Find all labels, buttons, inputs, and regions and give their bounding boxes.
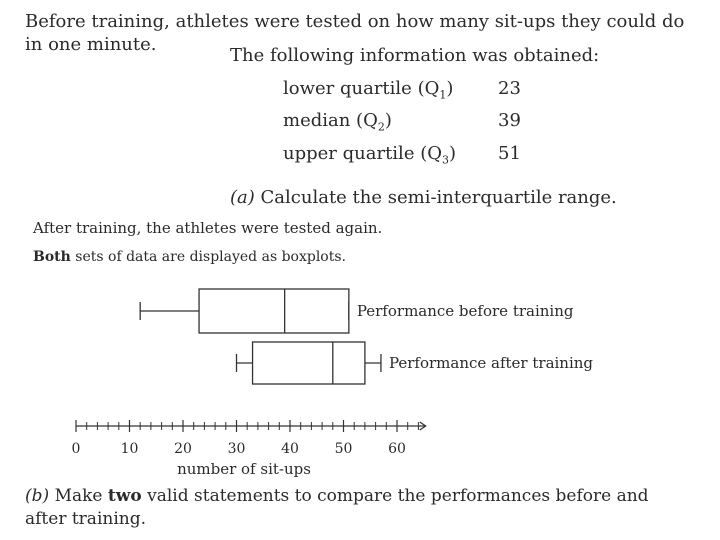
quartile-label-upper: upper quartile (Q3) — [283, 143, 457, 167]
part-a-question: (a) Calculate the semi-interquartile ran… — [230, 187, 617, 208]
quartile-value-lower: 23 — [498, 78, 521, 99]
boxplot-before-box — [198, 288, 350, 334]
part-b-marker: (b) — [25, 486, 50, 506]
x-tick-label: 20 — [174, 441, 192, 457]
part-a-marker: (a) — [230, 187, 255, 208]
question-intro: Before training, athletes were tested on… — [25, 11, 685, 55]
part-a-text: Calculate the semi-interquartile range. — [260, 187, 617, 208]
boxplot-after-label: Performance after training — [389, 354, 593, 372]
quartile-value-median: 39 — [498, 110, 521, 131]
x-axis-arrow — [419, 421, 427, 431]
both-sets-text: Both sets of data are displayed as boxpl… — [33, 249, 346, 265]
quartile-value-upper: 51 — [498, 143, 521, 164]
boxplot-after-box — [251, 341, 366, 385]
x-tick-label: 40 — [281, 441, 299, 457]
x-tick-label: 50 — [335, 441, 353, 457]
x-axis-title: number of sit-ups — [177, 460, 311, 478]
x-tick-label: 0 — [72, 441, 81, 457]
quartile-label-lower: lower quartile (Q1) — [283, 78, 454, 102]
x-tick-label: 60 — [388, 441, 406, 457]
info-heading: The following information was obtained: — [230, 45, 600, 66]
part-b-question: (b) Make two valid statements to compare… — [25, 486, 649, 529]
boxplot-before-label: Performance before training — [357, 302, 574, 320]
x-tick-label: 10 — [121, 441, 139, 457]
quartile-label-median: median (Q2) — [283, 110, 392, 134]
x-tick-label: 30 — [228, 441, 246, 457]
after-training-text: After training, the athletes were tested… — [33, 219, 383, 237]
